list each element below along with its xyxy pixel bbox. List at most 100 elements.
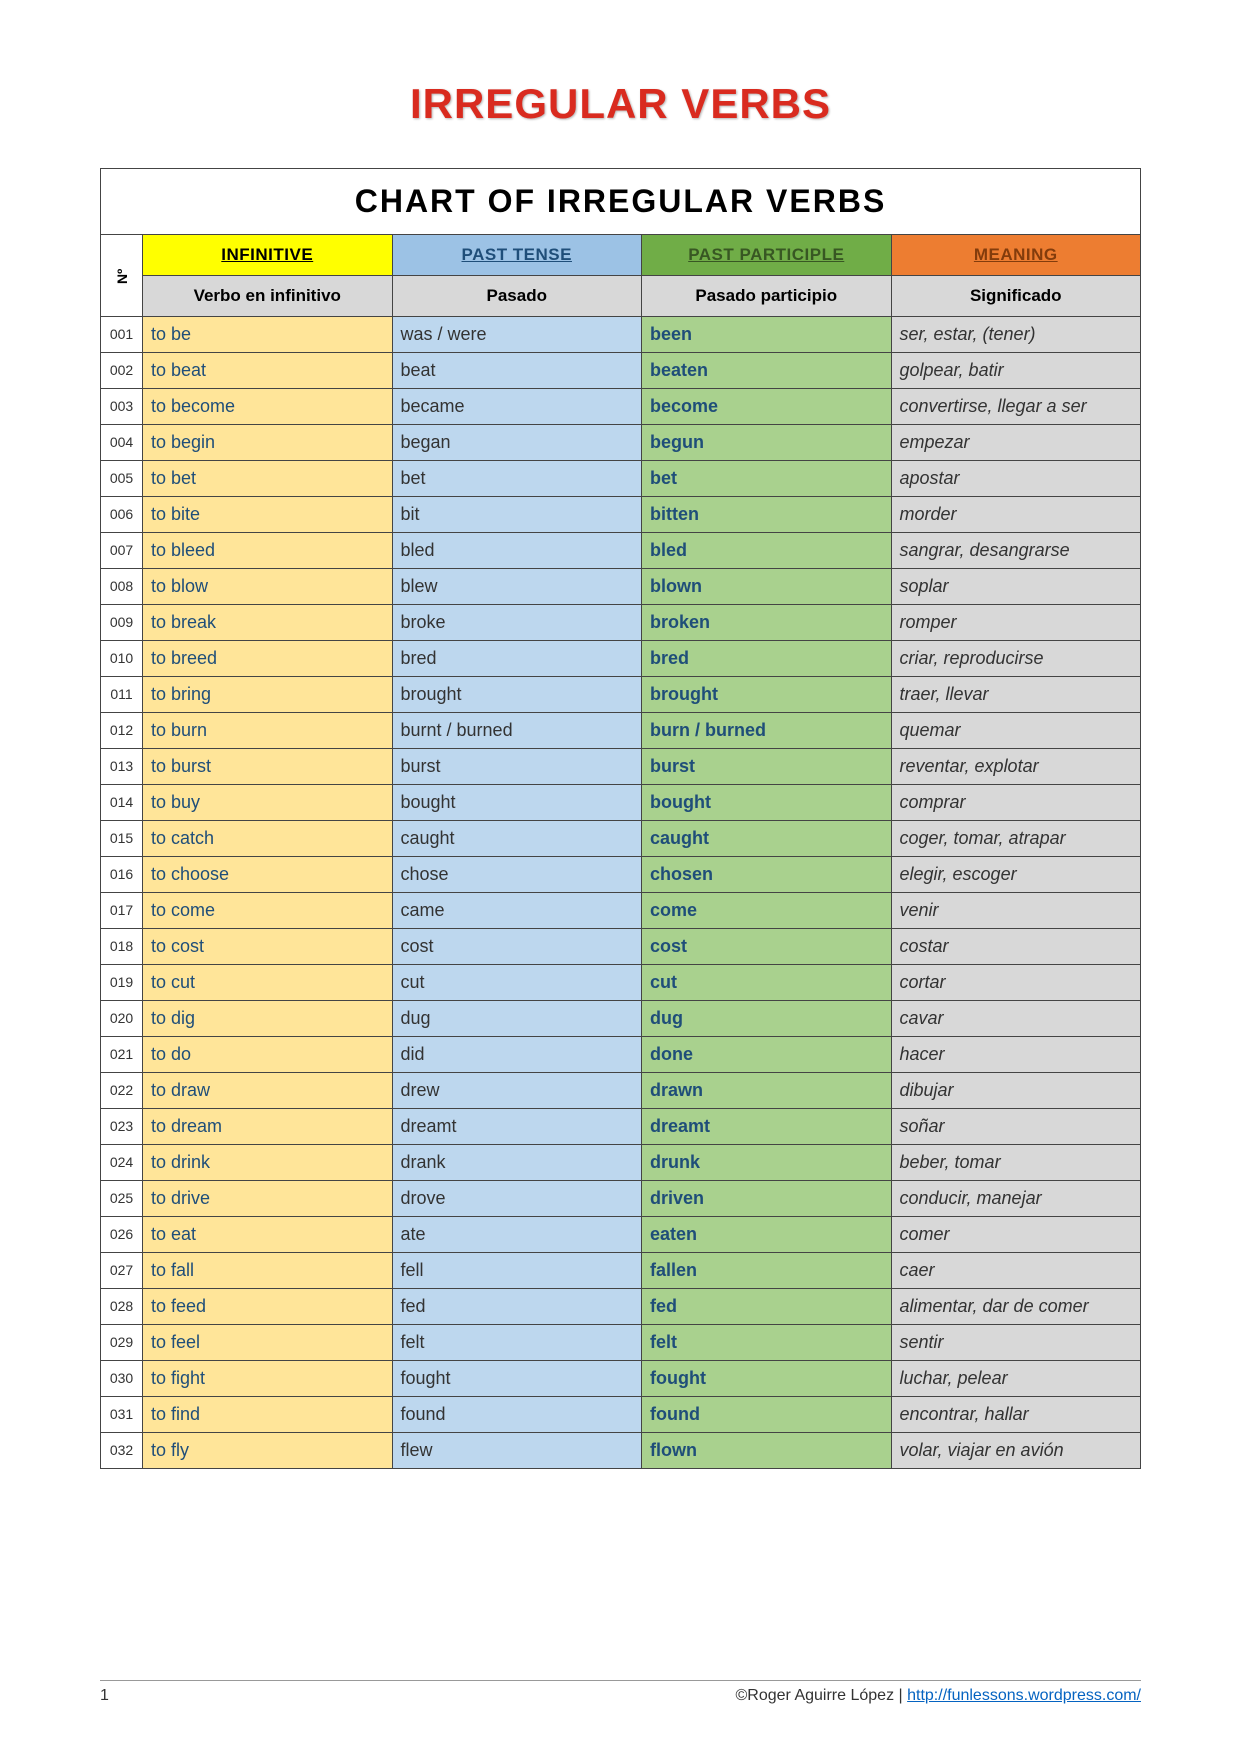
table-row: 015to catchcaughtcaughtcoger, tomar, atr…	[101, 821, 1141, 857]
table-row: 006to bitebitbittenmorder	[101, 497, 1141, 533]
table-row: 027to fallfellfallencaer	[101, 1253, 1141, 1289]
past-cell: ate	[392, 1217, 642, 1253]
participle-cell: become	[642, 389, 892, 425]
past-cell: bred	[392, 641, 642, 677]
meaning-cell: volar, viajar en avión	[891, 1433, 1141, 1469]
infinitive-cell: to drink	[143, 1145, 393, 1181]
row-number: 006	[101, 497, 143, 533]
meaning-cell: reventar, explotar	[891, 749, 1141, 785]
row-number: 021	[101, 1037, 143, 1073]
past-cell: bled	[392, 533, 642, 569]
row-number-header: Nº	[101, 235, 143, 317]
row-number: 024	[101, 1145, 143, 1181]
past-cell: was / were	[392, 317, 642, 353]
table-row: 029to feelfeltfeltsentir	[101, 1325, 1141, 1361]
table-row: 030to fightfoughtfoughtluchar, pelear	[101, 1361, 1141, 1397]
page-title: IRREGULAR VERBS	[100, 80, 1141, 128]
infinitive-cell: to buy	[143, 785, 393, 821]
infinitive-cell: to come	[143, 893, 393, 929]
infinitive-cell: to dig	[143, 1001, 393, 1037]
row-number: 003	[101, 389, 143, 425]
infinitive-cell: to begin	[143, 425, 393, 461]
past-cell: brought	[392, 677, 642, 713]
table-row: 004to beginbeganbegunempezar	[101, 425, 1141, 461]
participle-cell: done	[642, 1037, 892, 1073]
infinitive-cell: to feel	[143, 1325, 393, 1361]
meaning-cell: elegir, escoger	[891, 857, 1141, 893]
infinitive-cell: to drive	[143, 1181, 393, 1217]
past-cell: fell	[392, 1253, 642, 1289]
row-number: 028	[101, 1289, 143, 1325]
row-number: 029	[101, 1325, 143, 1361]
table-row: 008to blowblewblownsoplar	[101, 569, 1141, 605]
participle-cell: burst	[642, 749, 892, 785]
credit-text: ©Roger Aguirre López |	[736, 1687, 908, 1704]
participle-cell: caught	[642, 821, 892, 857]
infinitive-cell: to breed	[143, 641, 393, 677]
past-cell: dreamt	[392, 1109, 642, 1145]
past-cell: came	[392, 893, 642, 929]
participle-cell: bled	[642, 533, 892, 569]
meaning-cell: comprar	[891, 785, 1141, 821]
infinitive-cell: to choose	[143, 857, 393, 893]
past-cell: blew	[392, 569, 642, 605]
row-number: 009	[101, 605, 143, 641]
meaning-cell: cortar	[891, 965, 1141, 1001]
infinitive-cell: to be	[143, 317, 393, 353]
meaning-header: MEANING	[891, 235, 1141, 276]
past-cell: found	[392, 1397, 642, 1433]
meaning-cell: conducir, manejar	[891, 1181, 1141, 1217]
row-number: 015	[101, 821, 143, 857]
table-row: 014to buyboughtboughtcomprar	[101, 785, 1141, 821]
past-header: PAST TENSE	[392, 235, 642, 276]
participle-cell: broken	[642, 605, 892, 641]
meaning-cell: apostar	[891, 461, 1141, 497]
row-number: 017	[101, 893, 143, 929]
meaning-cell: encontrar, hallar	[891, 1397, 1141, 1433]
past-cell: fed	[392, 1289, 642, 1325]
infinitive-cell: to bite	[143, 497, 393, 533]
row-number: 016	[101, 857, 143, 893]
table-row: 017to comecamecomevenir	[101, 893, 1141, 929]
past-cell: cut	[392, 965, 642, 1001]
table-row: 032to flyflewflownvolar, viajar en avión	[101, 1433, 1141, 1469]
footer-credit: ©Roger Aguirre López | http://funlessons…	[736, 1687, 1141, 1705]
participle-cell: drunk	[642, 1145, 892, 1181]
row-number: 032	[101, 1433, 143, 1469]
row-number: 008	[101, 569, 143, 605]
participle-subheader: Pasado participio	[642, 276, 892, 317]
meaning-cell: empezar	[891, 425, 1141, 461]
participle-cell: cut	[642, 965, 892, 1001]
meaning-cell: cavar	[891, 1001, 1141, 1037]
participle-cell: begun	[642, 425, 892, 461]
past-cell: bet	[392, 461, 642, 497]
infinitive-header: INFINITIVE	[143, 235, 393, 276]
participle-cell: blown	[642, 569, 892, 605]
footer-link[interactable]: http://funlessons.wordpress.com/	[907, 1687, 1141, 1704]
table-row: 031to findfoundfoundencontrar, hallar	[101, 1397, 1141, 1433]
meaning-cell: comer	[891, 1217, 1141, 1253]
infinitive-cell: to become	[143, 389, 393, 425]
table-row: 002to beatbeatbeatengolpear, batir	[101, 353, 1141, 389]
row-number: 001	[101, 317, 143, 353]
meaning-cell: hacer	[891, 1037, 1141, 1073]
past-cell: chose	[392, 857, 642, 893]
table-row: 019to cutcutcutcortar	[101, 965, 1141, 1001]
infinitive-cell: to find	[143, 1397, 393, 1433]
row-number: 031	[101, 1397, 143, 1433]
row-number: 014	[101, 785, 143, 821]
infinitive-cell: to bring	[143, 677, 393, 713]
table-row: 023to dreamdreamtdreamtsoñar	[101, 1109, 1141, 1145]
row-number: 004	[101, 425, 143, 461]
row-number: 026	[101, 1217, 143, 1253]
past-cell: drove	[392, 1181, 642, 1217]
participle-cell: dug	[642, 1001, 892, 1037]
participle-cell: come	[642, 893, 892, 929]
table-row: 012to burnburnt / burnedburn / burnedque…	[101, 713, 1141, 749]
table-row: 026to eatateeatencomer	[101, 1217, 1141, 1253]
infinitive-cell: to fly	[143, 1433, 393, 1469]
infinitive-subheader: Verbo en infinitivo	[143, 276, 393, 317]
meaning-cell: morder	[891, 497, 1141, 533]
participle-cell: brought	[642, 677, 892, 713]
infinitive-cell: to catch	[143, 821, 393, 857]
